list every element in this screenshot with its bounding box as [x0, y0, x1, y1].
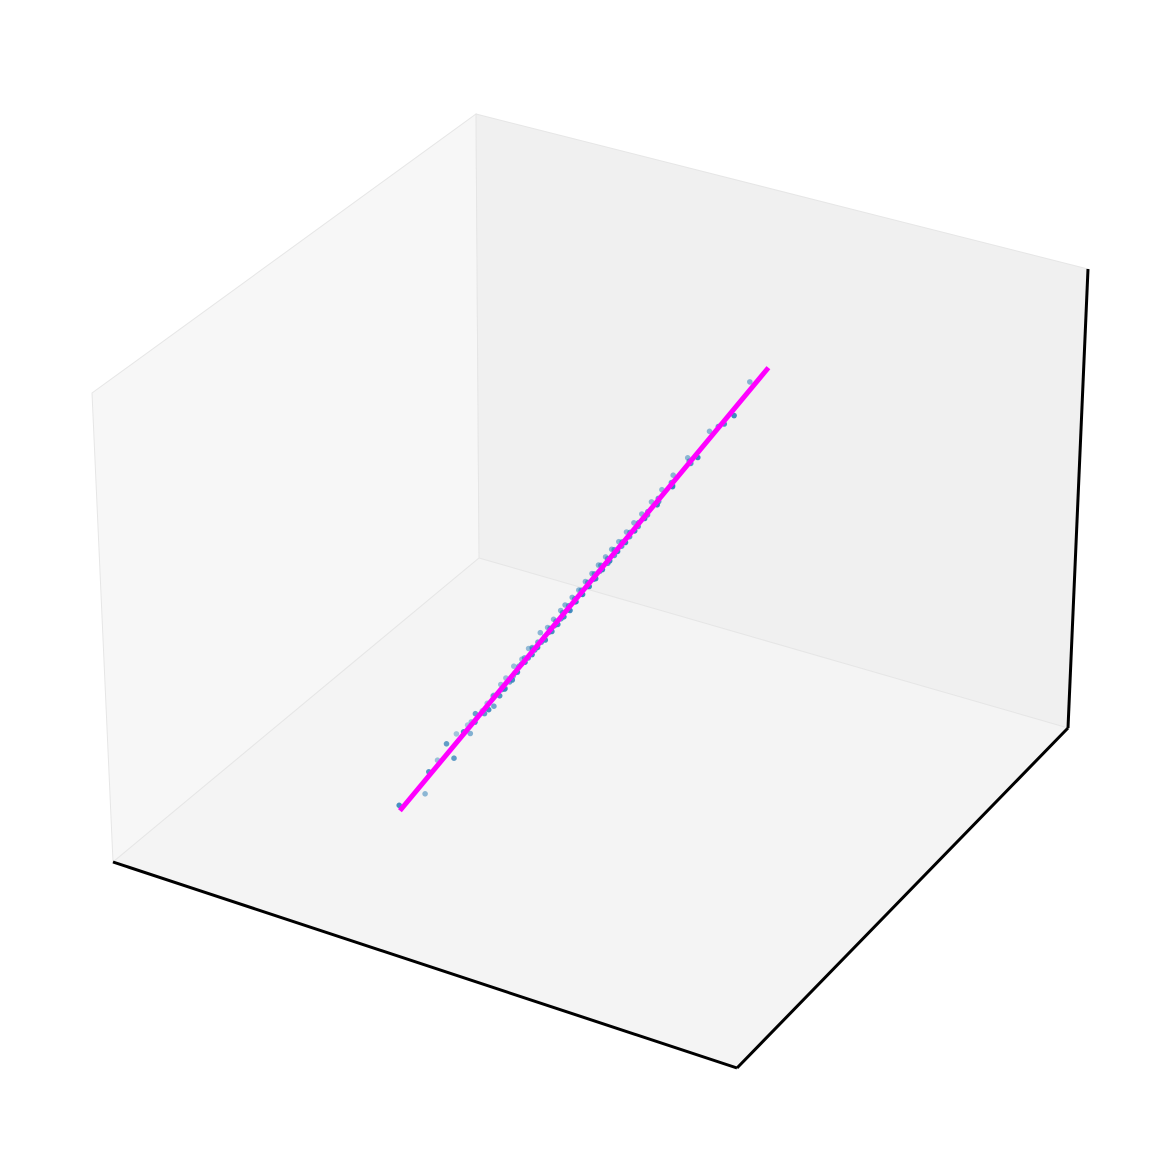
scatter-point	[467, 730, 474, 737]
y-axis-line	[735, 726, 1070, 1070]
x-axis-line	[112, 860, 738, 1070]
z-axis-line	[1066, 268, 1090, 729]
scatter-point	[706, 428, 713, 435]
scatter-point	[511, 663, 517, 669]
scatter-point	[422, 791, 428, 797]
scatter-point	[537, 629, 544, 636]
fit-line-layer	[397, 366, 771, 813]
axis-lines	[112, 268, 1090, 1070]
fit-line	[397, 366, 771, 813]
scatter-point	[443, 741, 450, 747]
scatter-point	[491, 703, 497, 709]
scatter-point	[453, 731, 460, 737]
scatter-point	[747, 379, 753, 385]
scatter-point	[451, 755, 457, 761]
